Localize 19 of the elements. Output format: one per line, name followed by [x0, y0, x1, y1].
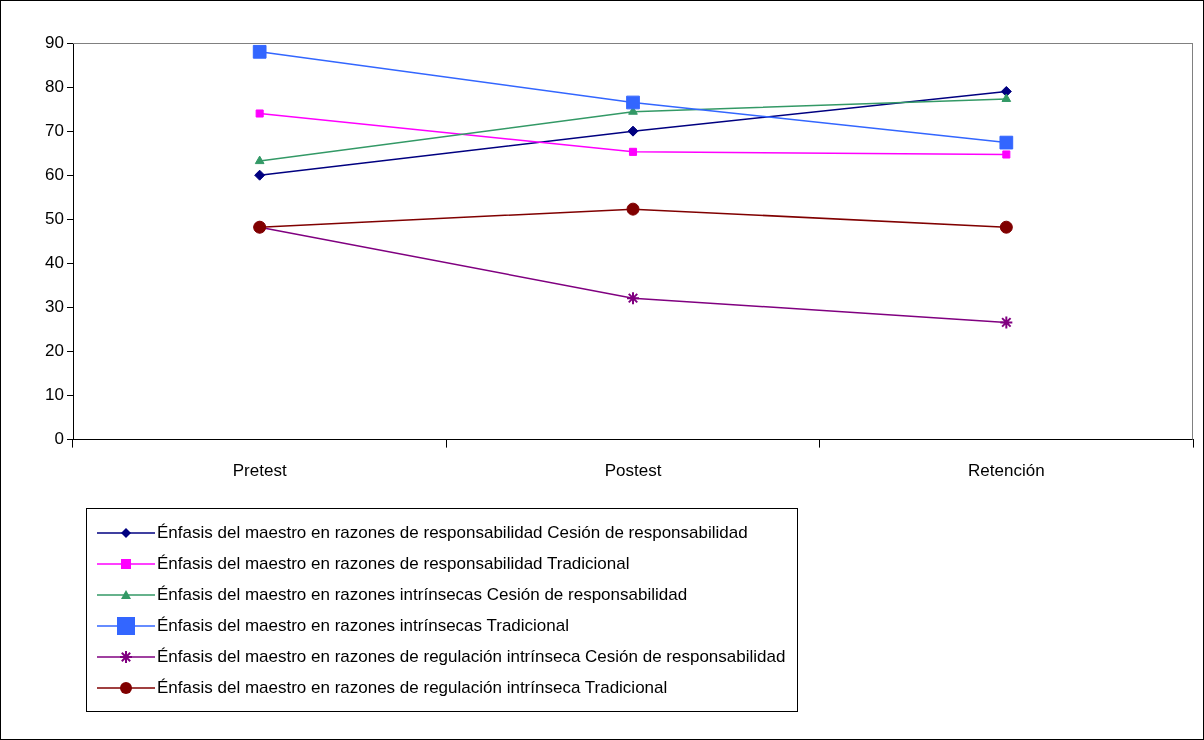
legend-label: Énfasis del maestro en razones intrínsecas Tradicional	[157, 616, 569, 635]
legend-label: Énfasis del maestro en razones de regulación intrínseca Tradicional	[157, 678, 668, 697]
y-tick-label: 60	[45, 164, 64, 184]
x-tick-label: Postest	[604, 461, 662, 481]
y-tick-label: 90	[45, 32, 64, 52]
y-tick-label: 0	[54, 429, 64, 449]
legend-label: Énfasis del maestro en razones intrínsecas Cesión de responsabilidad	[157, 585, 688, 604]
legend-label: Énfasis del maestro en razones de responsabilidad Cesión de responsabilidad	[157, 523, 748, 542]
y-tick-label: 30	[45, 297, 64, 317]
y-tick-label: 50	[45, 208, 64, 228]
x-tick-label: Retención	[968, 461, 1045, 481]
y-tick-label: 40	[45, 253, 64, 273]
legend-label: Énfasis del maestro en razones de regulación intrínseca Cesión de responsabilidad	[157, 647, 786, 666]
y-tick-label: 20	[45, 341, 64, 361]
x-tick-label: Pretest	[232, 461, 287, 481]
legend-label: Énfasis del maestro en razones de responsabilidad Tradicional	[157, 554, 630, 573]
y-tick-label: 70	[45, 120, 64, 140]
y-tick-label: 10	[45, 385, 64, 405]
y-tick-label: 80	[45, 76, 64, 96]
